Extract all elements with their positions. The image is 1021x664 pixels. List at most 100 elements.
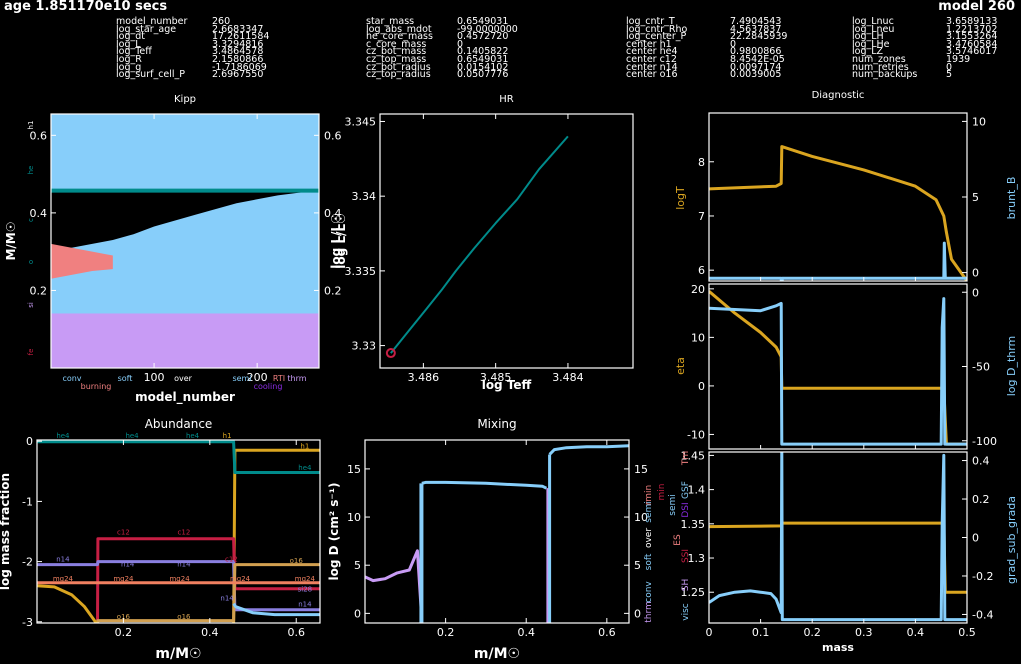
mixing-line-conv2 [548, 444, 629, 456]
header-value: 2.1580866 [212, 54, 264, 65]
diagnostic-right-tick-label: 0.2 [972, 493, 990, 506]
mixing-right-tick-label: 5 [634, 559, 641, 572]
diagnostic-y-tick-label: -10 [687, 428, 705, 441]
kipp-side-label: h1 [27, 121, 35, 130]
diagnostic-line [709, 145, 967, 281]
diagnostic-x-tick-label: 0.3 [855, 626, 873, 639]
header-key: center n14 [626, 61, 678, 73]
header-value: 5 [946, 69, 953, 81]
diagnostic-side-label: Tm [681, 451, 691, 466]
header-key: log_abs_mdot [366, 23, 432, 35]
header-key: c_core_mass [366, 38, 427, 50]
mixing-xlabel: m/M☉ [474, 646, 520, 662]
diagnostic-label-logT: logT [674, 186, 687, 210]
header-value: 1939 [946, 54, 971, 65]
header-key: num_retries [852, 61, 909, 73]
diagnostic-line [709, 241, 967, 281]
mixing-x-tick-label: 0.6 [598, 626, 616, 639]
abundance-inline-label: c12 [178, 529, 191, 537]
header-key: log_R [116, 54, 142, 65]
hr-track [390, 135, 569, 354]
abundance-inline-label: n14 [56, 556, 70, 564]
kipp-side-label: si [27, 302, 35, 308]
kipp-right-tick-label: 0.2 [324, 284, 342, 297]
diagnostic-side-label: GSF [681, 481, 691, 499]
header-value: 3.4864578 [212, 46, 264, 58]
header-key: log_L [116, 38, 141, 50]
abundance-y-tick-label: -1 [22, 495, 33, 508]
abundance-line-n14 [37, 560, 320, 612]
kipp-legend-over: over [174, 374, 193, 383]
kipp-right-ylabel: log L/L☉ [334, 213, 348, 269]
header-key: log_star_age [116, 23, 177, 35]
header-key: center o16 [626, 69, 678, 81]
kipp-side-label: o [27, 260, 35, 264]
diagnostic-right-tick-label: -0.4 [972, 608, 993, 621]
header-key: he_core_mass [366, 31, 433, 43]
diagnostic-y-tick-label: 1.4 [688, 484, 706, 497]
mixing-x-tick-label: 0.4 [517, 626, 535, 639]
header-value: 0.1405822 [457, 46, 509, 58]
kipp-y-tick-label: 0.6 [30, 129, 48, 142]
abundance-y-tick-label: -3 [22, 616, 33, 629]
kipp-x-tick-label: 200 [247, 371, 268, 384]
diagnostic-side-label: min [657, 484, 667, 501]
header-value: 7.4904543 [730, 16, 782, 27]
hr-y-tick-label: 3.34 [352, 190, 377, 203]
abundance-y-tick-label: -2 [22, 556, 33, 569]
header-key: log_cntr_T [626, 16, 675, 27]
kipp-side-label: he [27, 166, 35, 175]
mixing-right-tick-label: 0 [634, 607, 641, 620]
diagnostic-side-label: SH [681, 579, 691, 591]
abundance-x-tick-label: 0.4 [201, 626, 219, 639]
header-value: 0.0154102 [457, 61, 509, 73]
kipp-frame [50, 113, 320, 369]
header-value: 3.6589133 [946, 16, 998, 27]
header-value: 0.4572720 [457, 31, 509, 43]
header-key: cz_bot_radius [366, 61, 431, 73]
model-label: model 260 [938, 0, 1015, 14]
abundance-inline-label: o16 [290, 557, 304, 565]
mixing-line-conv1 [421, 480, 548, 490]
diagnostic-y-tick-label: 1.25 [681, 586, 706, 599]
header-value: 0 [730, 38, 737, 50]
header-key: log_Lnuc [852, 16, 894, 27]
header-value: 260 [212, 16, 231, 27]
hr-current-point [385, 348, 396, 359]
diagnostic-y-tick-label: 0 [698, 380, 705, 393]
abundance-inline-label: si28 [298, 586, 313, 594]
header-value: -1.7186069 [212, 61, 267, 73]
diagnostic-frame-2 [708, 451, 968, 624]
header-value: 1.2213702 [946, 23, 998, 35]
mixing-y-tick-label: 0 [354, 607, 361, 620]
header-key: center c12 [626, 54, 677, 65]
diagnostic-right-tick-label: 0.4 [972, 455, 990, 468]
kipp-burning-region [51, 243, 113, 279]
diagnostic-xlabel: mass [822, 641, 854, 654]
abundance-inline-label: n14 [298, 601, 312, 609]
header-value: 0.0039005 [730, 69, 782, 81]
mixing-line-thrm [365, 549, 423, 614]
abundance-curve-descend [37, 584, 99, 623]
abundance-inline-label: n14 [121, 560, 135, 568]
header-value: 0.6549031 [457, 54, 509, 65]
hr-frame [379, 113, 634, 369]
diagnostic-right-tick-label: 0 [972, 267, 979, 280]
kipp-title: Kipp [174, 94, 196, 105]
header-value: 3.1553264 [946, 31, 998, 43]
header-value: 0.6549031 [457, 16, 509, 27]
abundance-line-he4 [37, 440, 320, 474]
diagnostic-side-label: semi [668, 494, 678, 516]
abundance-inline-label: he4 [56, 432, 70, 440]
abundance-inline-label: h1 [300, 442, 309, 450]
diagnostic-side-label: visc [681, 603, 691, 621]
kipp-legend-semi: semi [232, 374, 251, 383]
diagnostic-title: Diagnostic [812, 90, 865, 101]
kipp-legend-thrm: thrm [287, 374, 306, 383]
mixing-x-tick-label: 0.2 [437, 626, 455, 639]
diagnostic-label-eta: eta [674, 357, 687, 375]
diagnostic-y-tick-label: 6 [698, 264, 705, 277]
diagnostic-x-tick-label: 0.5 [958, 626, 976, 639]
kipp-envelope-region [51, 114, 319, 191]
abundance-inline-label: mg24 [169, 575, 190, 583]
